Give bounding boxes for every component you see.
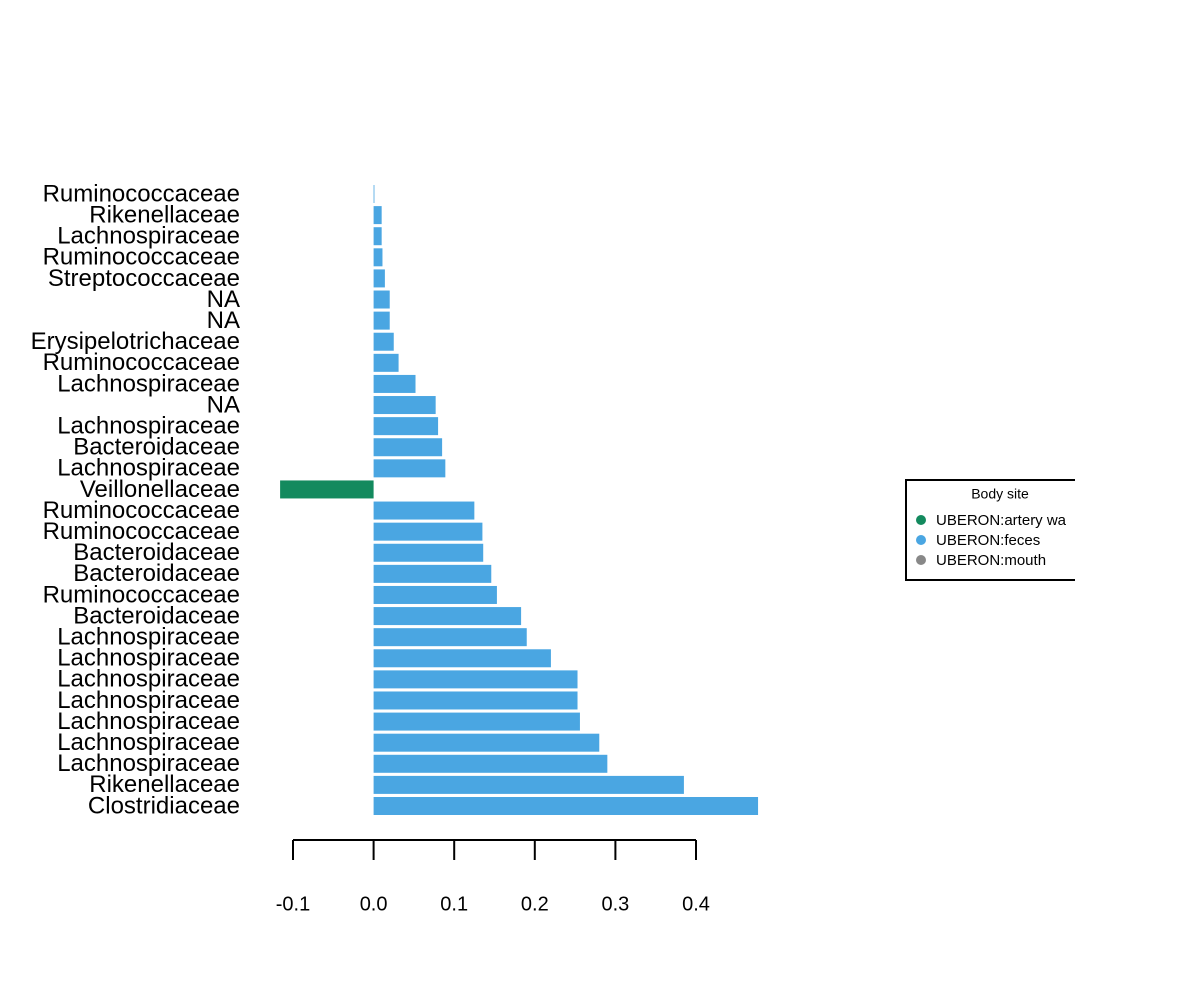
- legend-marker: [916, 555, 926, 565]
- bar: [373, 522, 483, 541]
- y-tick-label: Lachnospiraceae: [57, 370, 240, 397]
- y-tick-label: Lachnospiraceae: [57, 729, 240, 756]
- bar: [373, 374, 416, 393]
- bar: [373, 269, 385, 288]
- bar: [373, 353, 399, 372]
- y-tick-label: Ruminococcaceae: [43, 349, 240, 376]
- legend-label: UBERON:feces: [936, 532, 1040, 549]
- y-tick-label: Erysipelotrichaceae: [31, 328, 240, 355]
- bar: [373, 585, 497, 604]
- bar: [373, 712, 580, 731]
- y-tick-label: Clostridiaceae: [88, 792, 240, 819]
- bar: [373, 670, 578, 689]
- legend-marker: [916, 515, 926, 525]
- bar: [373, 417, 439, 436]
- y-tick-label: Lachnospiraceae: [57, 624, 240, 651]
- x-tick-label: 0.2: [521, 893, 549, 915]
- x-tick-label: 0.0: [360, 893, 388, 915]
- bar: [373, 775, 684, 794]
- bar: [373, 227, 382, 246]
- bar: [373, 628, 527, 647]
- y-tick-label: Veillonellaceae: [80, 476, 240, 503]
- y-tick-label: Rikenellaceae: [89, 201, 240, 228]
- legend-title: Body site: [971, 486, 1029, 502]
- y-tick-label: Ruminococcaceae: [43, 581, 240, 608]
- bar: [373, 543, 484, 562]
- bar: [373, 607, 522, 626]
- y-tick-label: Bacteroidaceae: [73, 560, 240, 587]
- y-tick-label: Lachnospiraceae: [57, 750, 240, 777]
- y-tick-label: Lachnospiraceae: [57, 412, 240, 439]
- y-tick-label: NA: [207, 307, 240, 334]
- bar: [373, 797, 759, 815]
- y-tick-label: Lachnospiraceae: [57, 455, 240, 482]
- y-tick-label: Ruminococcaceae: [43, 180, 240, 207]
- bar: [373, 185, 375, 203]
- y-tick-label: Bacteroidaceae: [73, 434, 240, 461]
- y-tick-label: Ruminococcaceae: [43, 244, 240, 271]
- x-tick-label: 0.1: [440, 893, 468, 915]
- y-tick-label: Lachnospiraceae: [57, 223, 240, 250]
- bar: [373, 501, 475, 520]
- bar: [373, 332, 394, 351]
- bar: [280, 480, 374, 499]
- bar: [373, 564, 492, 583]
- y-tick-label: Lachnospiraceae: [57, 687, 240, 714]
- y-tick-label: Lachnospiraceae: [57, 708, 240, 735]
- bar: [373, 691, 578, 710]
- legend-label: UBERON:artery wa: [936, 512, 1067, 529]
- y-tick-label: Ruminococcaceae: [43, 497, 240, 524]
- legend-label: UBERON:mouth: [936, 552, 1046, 569]
- y-tick-label: Streptococcaceae: [48, 265, 240, 292]
- y-tick-label: Ruminococcaceae: [43, 518, 240, 545]
- y-tick-label: Lachnospiraceae: [57, 645, 240, 672]
- bar: [373, 206, 382, 225]
- x-tick-label: 0.4: [682, 893, 710, 915]
- x-tick-label: -0.1: [276, 893, 310, 915]
- bar: [373, 311, 390, 330]
- bar: [373, 733, 600, 752]
- x-tick-label: 0.3: [601, 893, 629, 915]
- bar: [373, 459, 446, 478]
- bar: [373, 396, 436, 415]
- y-tick-label: NA: [207, 391, 240, 418]
- bar: [373, 248, 383, 267]
- y-tick-label: Rikenellaceae: [89, 771, 240, 798]
- y-tick-label: Lachnospiraceae: [57, 666, 240, 693]
- legend-marker: [916, 535, 926, 545]
- bar: [373, 649, 551, 668]
- bar: [373, 754, 608, 773]
- bar: [373, 438, 443, 457]
- y-tick-label: NA: [207, 286, 240, 313]
- y-tick-label: Bacteroidaceae: [73, 602, 240, 629]
- y-tick-label: Bacteroidaceae: [73, 539, 240, 566]
- bar: [373, 290, 390, 309]
